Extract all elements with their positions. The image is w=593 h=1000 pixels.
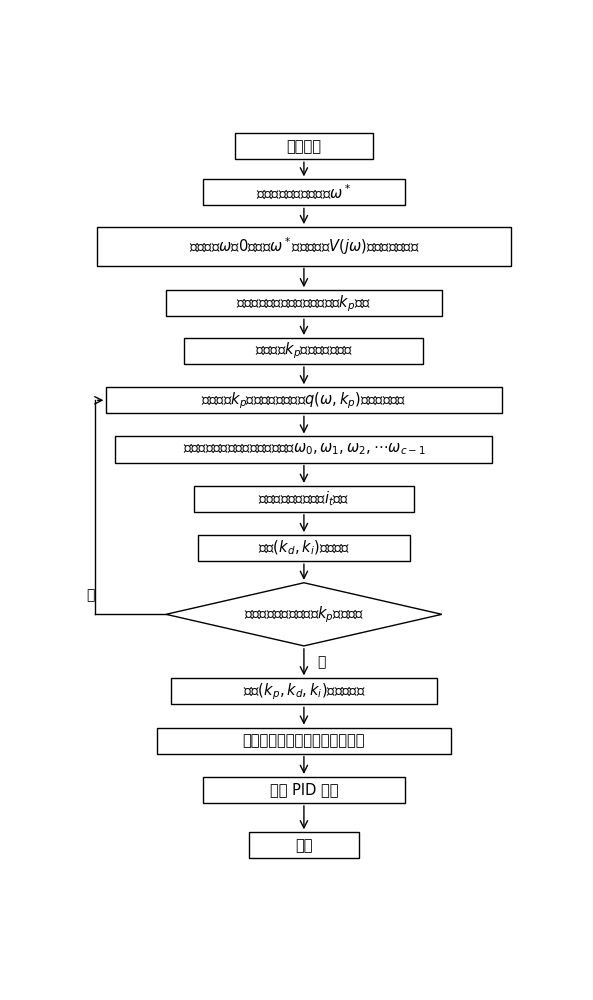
Bar xyxy=(249,832,359,858)
Text: 是: 是 xyxy=(318,655,326,669)
Bar xyxy=(166,290,442,316)
Text: 选取一个$k_p$的遍历点，并求取$q(\omega,k_p)$非负的实零点: 选取一个$k_p$的遍历点，并求取$q(\omega,k_p)$非负的实零点 xyxy=(201,390,407,411)
Bar xyxy=(171,678,437,704)
Text: 计算计算$\omega$〔0变化到$\omega^*$时所对应的$V(j\omega)$的幅角变化范围: 计算计算$\omega$〔0变化到$\omega^*$时所对应的$V(j\ome… xyxy=(189,235,419,257)
Bar xyxy=(198,535,410,561)
Text: 求取满足最大允许的稳定范围的$k_p$的值: 求取满足最大允许的稳定范围的$k_p$的值 xyxy=(237,293,371,314)
Text: 将实零点按升序排列，分别表示为$\omega_0,\omega_1,\omega_2,\cdots\omega_{c-1}$: 将实零点按升序排列，分别表示为$\omega_0,\omega_1,\omega… xyxy=(183,442,425,457)
Text: 停止: 停止 xyxy=(295,838,313,853)
Text: 否: 否 xyxy=(86,588,94,602)
Bar xyxy=(157,728,451,754)
Bar xyxy=(184,338,423,364)
Bar xyxy=(97,227,511,266)
Text: 是否遍历完满足条件的$k_p$的遍历点: 是否遍历完满足条件的$k_p$的遍历点 xyxy=(244,604,364,625)
Text: 得到$(k_p,k_d,k_i)$的稳定集合: 得到$(k_p,k_d,k_i)$的稳定集合 xyxy=(243,681,365,702)
Bar xyxy=(106,387,502,413)
Bar xyxy=(193,486,414,512)
Text: 选择一个足够大的频率$\omega^*$: 选择一个足够大的频率$\omega^*$ xyxy=(256,183,352,202)
Polygon shape xyxy=(166,583,442,646)
Bar xyxy=(116,436,492,463)
Text: 执行 PID 控制: 执行 PID 控制 xyxy=(270,782,338,797)
Text: 找出满足稳定条件的$i_t$的值: 找出满足稳定条件的$i_t$的值 xyxy=(258,489,350,508)
Bar xyxy=(203,777,405,803)
Text: 求出$(k_d,k_i)$的稳定域: 求出$(k_d,k_i)$的稳定域 xyxy=(257,539,350,557)
Text: 在稳定集合中选取合适控制参数: 在稳定集合中选取合适控制参数 xyxy=(243,733,365,748)
Bar xyxy=(203,179,405,205)
Text: 对范围内$k_p$进行等间隔遍历: 对范围内$k_p$进行等间隔遍历 xyxy=(254,341,353,361)
Text: 模型获取: 模型获取 xyxy=(286,139,321,154)
Bar xyxy=(235,133,373,159)
